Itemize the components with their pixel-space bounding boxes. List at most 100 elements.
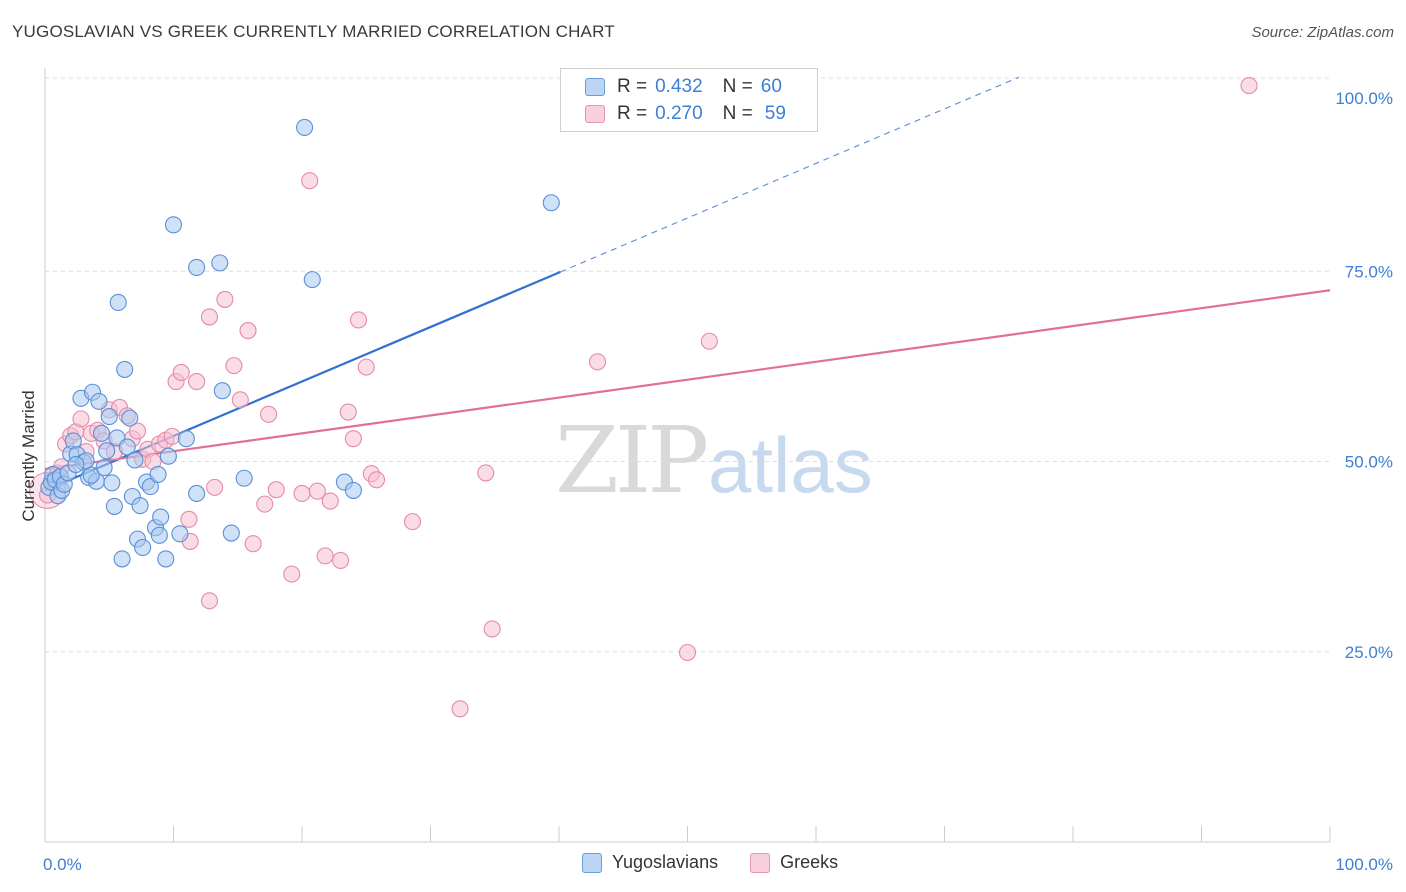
data-point-greeks bbox=[260, 405, 278, 423]
data-point-greeks bbox=[180, 510, 198, 528]
data-point-yugoslavians bbox=[118, 438, 136, 456]
data-point-greeks bbox=[200, 308, 219, 326]
legend-r-value: 0.432 bbox=[655, 76, 703, 97]
data-point-yugoslavians bbox=[92, 424, 111, 442]
legend-row-greeks: R = 0.270 N = 59 bbox=[585, 102, 786, 126]
data-point-greeks bbox=[216, 290, 234, 308]
data-point-greeks bbox=[344, 430, 362, 448]
data-point-yugoslavians bbox=[126, 451, 144, 469]
legend-r-label: R = bbox=[617, 103, 648, 124]
data-point-greeks bbox=[678, 643, 697, 662]
watermark-zip: ZIP bbox=[555, 407, 706, 514]
legend-swatch-pink bbox=[750, 852, 771, 873]
legend-n-value: 59 bbox=[764, 103, 786, 124]
legend-swatch-blue bbox=[582, 852, 602, 873]
data-point-greeks bbox=[588, 353, 607, 371]
data-point-greeks bbox=[339, 403, 357, 421]
axes bbox=[44, 68, 1331, 843]
data-point-greeks bbox=[451, 700, 469, 718]
data-point-yugoslavians bbox=[177, 430, 195, 448]
data-point-greeks bbox=[367, 471, 386, 489]
data-point-greeks bbox=[283, 565, 301, 583]
data-point-yugoslavians bbox=[116, 360, 134, 378]
data-point-greeks bbox=[188, 373, 206, 391]
data-point-yugoslavians bbox=[164, 216, 183, 234]
data-point-yugoslavians bbox=[121, 409, 139, 427]
data-point-greeks bbox=[349, 311, 368, 329]
data-point-greeks bbox=[301, 172, 319, 190]
source-label: Source: ZipAtlas.com bbox=[1251, 24, 1394, 41]
data-point-greeks bbox=[244, 535, 262, 553]
chart-title: YUGOSLAVIAN VS GREEK CURRENTLY MARRIED C… bbox=[12, 22, 615, 41]
data-point-greeks bbox=[200, 592, 219, 610]
data-point-greeks bbox=[308, 482, 326, 500]
series-legend: Yugoslavians Greeks bbox=[582, 852, 870, 873]
data-point-greeks bbox=[225, 357, 243, 375]
data-point-yugoslavians bbox=[113, 550, 131, 568]
data-point-yugoslavians bbox=[211, 254, 229, 272]
data-point-greeks bbox=[267, 481, 285, 499]
data-point-yugoslavians bbox=[98, 442, 116, 460]
legend-item-yugoslavians[interactable]: Yugoslavians bbox=[582, 852, 718, 873]
data-point-yugoslavians bbox=[542, 194, 560, 212]
data-point-greeks bbox=[403, 513, 422, 531]
data-point-greeks bbox=[128, 422, 147, 440]
data-point-greeks bbox=[256, 495, 274, 513]
data-point-yugoslavians bbox=[152, 508, 170, 526]
legend-item-greeks[interactable]: Greeks bbox=[750, 852, 838, 873]
data-point-greeks bbox=[231, 391, 249, 409]
data-point-greeks bbox=[293, 484, 311, 503]
data-points bbox=[29, 73, 1258, 718]
data-point-greeks bbox=[477, 464, 495, 482]
data-point-yugoslavians bbox=[134, 538, 152, 557]
data-point-yugoslavians bbox=[95, 459, 113, 477]
data-point-greeks bbox=[1240, 77, 1258, 95]
legend-label: Yugoslavians bbox=[612, 852, 719, 872]
legend-swatch-pink bbox=[585, 105, 605, 123]
data-point-yugoslavians bbox=[141, 478, 159, 496]
legend-n-label: N = bbox=[722, 76, 753, 97]
trend-line-greeks bbox=[44, 289, 1331, 471]
data-point-greeks bbox=[72, 410, 90, 428]
data-point-yugoslavians bbox=[131, 497, 149, 515]
legend-r-label: R = bbox=[617, 76, 648, 97]
data-point-greeks bbox=[163, 427, 181, 445]
y-tick-label: 25.0% bbox=[1345, 643, 1393, 662]
legend-swatch-blue bbox=[585, 78, 605, 96]
data-point-yugoslavians bbox=[150, 526, 168, 544]
data-point-yugoslavians bbox=[344, 481, 362, 499]
data-point-greeks bbox=[357, 358, 375, 376]
data-point-yugoslavians bbox=[296, 118, 314, 136]
legend-label: Greeks bbox=[780, 852, 839, 872]
data-point-yugoslavians bbox=[149, 465, 167, 483]
data-point-greeks bbox=[239, 322, 257, 340]
y-axis-label: Currently Married bbox=[19, 390, 38, 521]
data-point-yugoslavians bbox=[109, 293, 127, 312]
data-point-yugoslavians bbox=[188, 258, 206, 276]
data-point-yugoslavians bbox=[67, 455, 85, 474]
data-point-yugoslavians bbox=[222, 524, 240, 542]
y-tick-label: 50.0% bbox=[1345, 453, 1393, 472]
data-point-yugoslavians bbox=[213, 382, 231, 400]
x-tick-label: 100.0% bbox=[1335, 855, 1393, 874]
data-point-greeks bbox=[316, 547, 334, 565]
data-point-greeks bbox=[483, 620, 501, 638]
data-point-yugoslavians bbox=[105, 497, 123, 515]
correlation-legend: R = 0.432 N = 60 R = 0.270 N = 59 bbox=[560, 68, 818, 132]
data-point-yugoslavians bbox=[90, 392, 108, 410]
watermark: ZIP atlas bbox=[555, 407, 873, 514]
data-point-yugoslavians bbox=[188, 484, 206, 503]
data-point-yugoslavians bbox=[159, 447, 177, 465]
legend-row-yugoslavians: R = 0.432 N = 60 bbox=[585, 75, 782, 99]
legend-n-label: N = bbox=[722, 103, 753, 124]
data-point-yugoslavians bbox=[100, 408, 118, 426]
data-point-greeks bbox=[172, 363, 190, 382]
data-point-greeks bbox=[331, 551, 350, 569]
x-tick-label: 0.0% bbox=[43, 855, 82, 874]
data-point-greeks bbox=[206, 478, 224, 496]
data-point-yugoslavians bbox=[235, 469, 253, 487]
data-point-greeks bbox=[321, 492, 339, 510]
data-point-yugoslavians bbox=[103, 474, 121, 492]
data-point-yugoslavians bbox=[82, 466, 100, 484]
